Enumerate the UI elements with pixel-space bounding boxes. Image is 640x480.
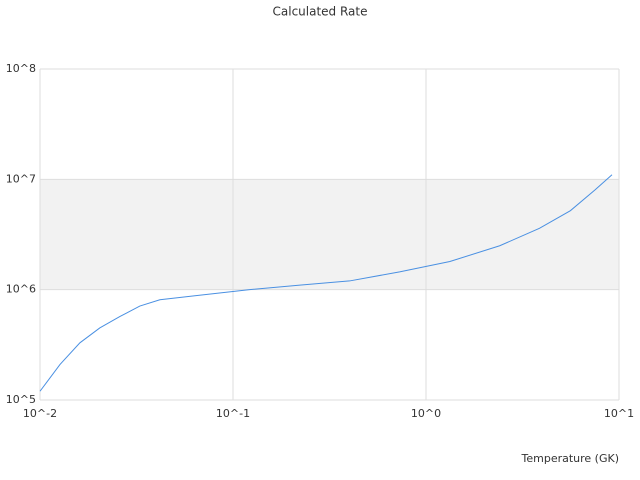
- x-axis-label: Temperature (GK): [521, 452, 620, 465]
- y-tick-label: 10^7: [6, 172, 36, 185]
- x-tick-label: 10^-1: [216, 407, 250, 420]
- x-tick-label: 10^-2: [23, 407, 57, 420]
- y-tick-label: 10^8: [6, 62, 36, 75]
- grid-band: [40, 179, 619, 290]
- chart-title: Calculated Rate: [273, 5, 368, 19]
- y-tick-label: 10^6: [6, 283, 36, 296]
- x-tick-label: 10^0: [411, 407, 441, 420]
- y-tick-label: 10^5: [6, 393, 36, 406]
- x-tick-label: 10^1: [604, 407, 634, 420]
- data-line: [39, 174, 613, 392]
